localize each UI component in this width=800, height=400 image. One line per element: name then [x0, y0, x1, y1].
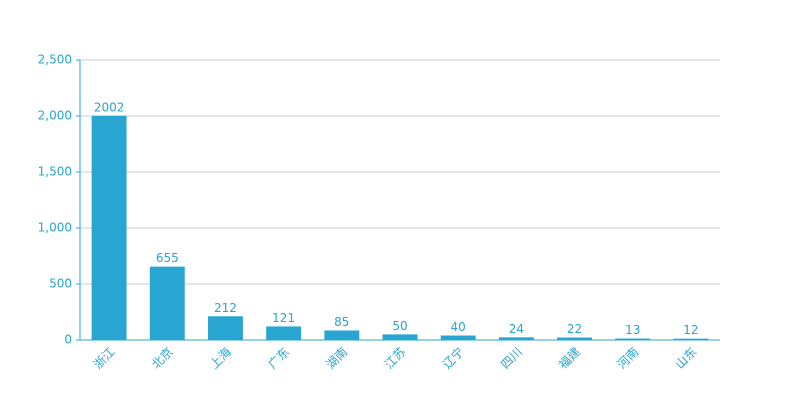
x-tick-label: 辽宁	[439, 344, 467, 372]
y-tick-label: 2,000	[38, 109, 72, 123]
y-tick-label: 1,000	[38, 221, 72, 235]
data-label: 85	[334, 315, 349, 329]
data-label: 12	[683, 323, 698, 337]
data-label: 13	[625, 323, 640, 337]
y-tick-label: 2,500	[38, 53, 72, 67]
data-label: 212	[214, 301, 237, 315]
bar	[382, 334, 418, 340]
x-tick-label: 福建	[556, 344, 584, 372]
bar	[498, 337, 534, 340]
bar	[673, 338, 709, 340]
x-tick-label: 北京	[149, 345, 176, 372]
y-tick-label: 500	[49, 277, 72, 291]
bar	[266, 326, 302, 340]
x-tick-label: 山东	[673, 345, 700, 372]
x-tick-label: 浙江	[91, 345, 118, 372]
bar	[615, 338, 651, 340]
x-tick-label: 上海	[206, 344, 234, 372]
data-label: 22	[567, 322, 582, 336]
data-label: 40	[451, 320, 466, 334]
x-tick-label: 河南	[614, 344, 642, 372]
x-tick-label: 江苏	[382, 345, 409, 372]
bar	[324, 330, 360, 340]
data-label: 655	[156, 251, 179, 265]
bar	[557, 337, 592, 340]
data-label: 24	[509, 322, 524, 336]
data-label: 2002	[94, 100, 125, 114]
x-tick-label: 湖南	[323, 344, 351, 372]
y-tick-label: 0	[64, 333, 72, 347]
data-label: 121	[272, 311, 295, 325]
x-tick-label: 四川	[498, 345, 525, 372]
bar	[208, 316, 243, 340]
data-label: 50	[392, 319, 407, 333]
x-tick-label: 广东	[265, 345, 292, 372]
bar	[91, 115, 127, 340]
bar	[149, 266, 185, 340]
y-tick-label: 1,500	[38, 165, 72, 179]
bar	[440, 335, 476, 340]
